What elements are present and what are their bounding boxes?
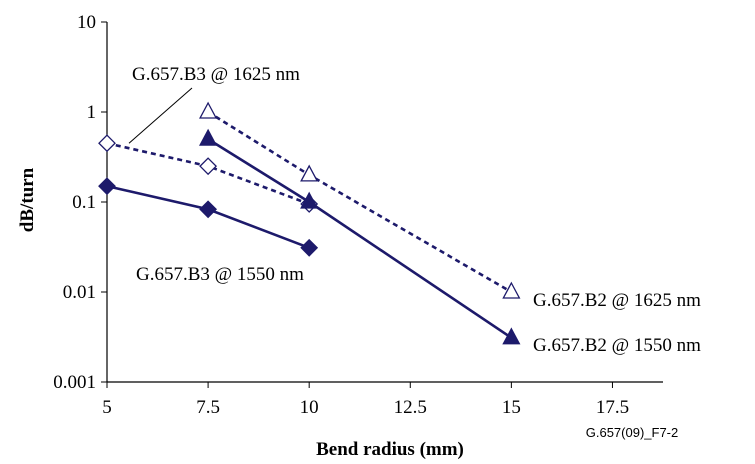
x-tick-label: 5 bbox=[102, 397, 112, 418]
filled-diamond-marker bbox=[300, 238, 319, 257]
x-tick-label: 15 bbox=[502, 397, 521, 418]
open-triangle-marker bbox=[300, 164, 319, 182]
series-4 bbox=[199, 128, 521, 345]
series-label: G.657.B3 @ 1625 nm bbox=[132, 64, 300, 85]
y-tick-label: 0.001 bbox=[53, 372, 96, 393]
filled-triangle-marker bbox=[300, 191, 319, 209]
series-layer bbox=[98, 101, 521, 345]
open-triangle-marker bbox=[199, 101, 218, 119]
figure-id-label: G.657(09)_F7-2 bbox=[586, 425, 679, 440]
series-label: G.657.B2 @ 1550 nm bbox=[533, 335, 701, 356]
open-diamond-marker bbox=[199, 157, 218, 176]
series-label: G.657.B2 @ 1625 nm bbox=[533, 290, 701, 311]
filled-triangle-marker bbox=[502, 327, 521, 345]
label-leader-line bbox=[128, 87, 193, 144]
filled-diamond-marker bbox=[98, 177, 116, 196]
y-tick-label: 1 bbox=[87, 102, 97, 123]
y-tick-label: 0.1 bbox=[72, 192, 96, 213]
open-triangle-marker bbox=[502, 281, 521, 299]
filled-triangle-marker bbox=[199, 128, 218, 146]
series-3 bbox=[199, 101, 521, 299]
labels-layer: G.657.B3 @ 1625 nm G.657.B3 @ 1550 nm G.65… bbox=[128, 64, 701, 356]
series-2 bbox=[98, 177, 319, 257]
filled-diamond-marker bbox=[199, 200, 218, 219]
y-tick-label: 10 bbox=[77, 12, 96, 33]
open-diamond-marker bbox=[98, 134, 116, 153]
x-axis-title: Bend radius (mm) bbox=[316, 439, 464, 460]
axes: 5 7.5 10 12.5 15 17.5 10 1 0.1 0.01 0.001 bbox=[53, 12, 663, 418]
x-tick-label: 17.5 bbox=[596, 397, 629, 418]
x-tick-label: 7.5 bbox=[196, 397, 220, 418]
y-axis-title: dB/turn bbox=[17, 167, 38, 232]
x-tick-label: 10 bbox=[300, 397, 319, 418]
series-label: G.657.B3 @ 1550 nm bbox=[136, 264, 304, 285]
x-tick-label: 12.5 bbox=[394, 397, 427, 418]
series-line bbox=[207, 137, 513, 339]
y-tick-label: 0.01 bbox=[63, 282, 96, 303]
